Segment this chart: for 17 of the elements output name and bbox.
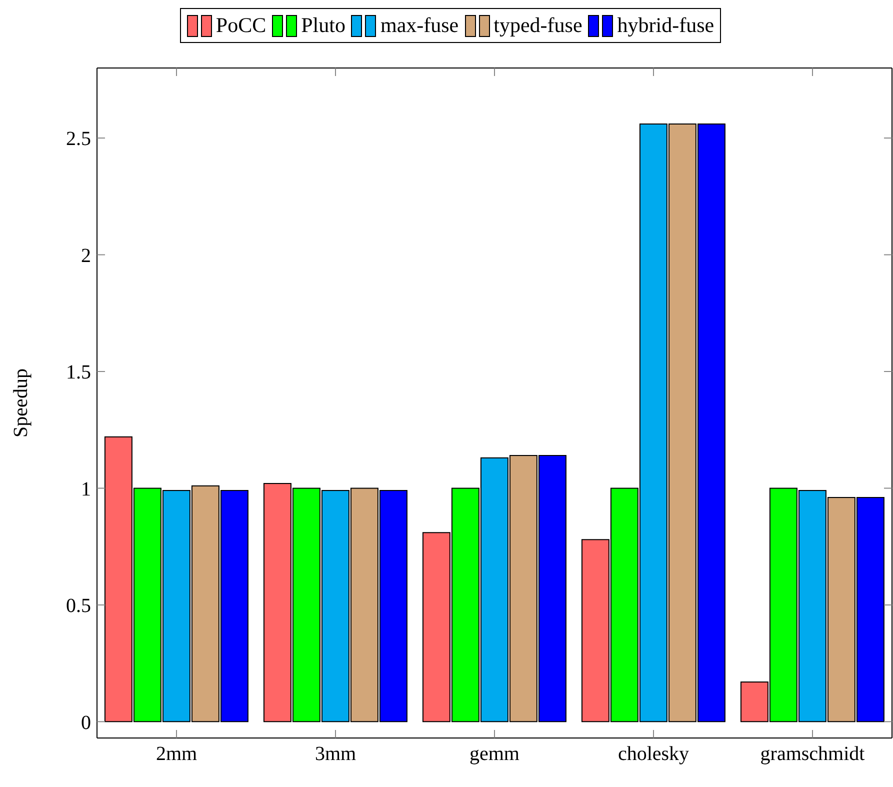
x-tick-label: cholesky [618,743,690,766]
x-tick-label: 3mm [314,743,356,766]
legend-label: typed-fuse [494,13,582,38]
y-tick-label: 1.5 [66,362,91,384]
y-tick-label: 0 [81,712,91,734]
y-tick-label: 1 [81,478,91,500]
y-tick-label: 2.5 [66,128,91,150]
legend-label: Pluto [301,13,346,38]
legend-label: max-fuse [380,13,459,38]
y-tick-label: 0.5 [66,595,91,618]
x-tick-label: gramschmidt [760,743,866,766]
x-tick-label: 2mm [156,743,198,766]
legend-label: PoCC [216,13,266,38]
x-tick-label: gemm [470,743,520,766]
legend-label: hybrid-fuse [617,13,714,38]
y-tick-label: 2 [81,244,91,267]
y-axis-title: Speedup [10,368,32,438]
